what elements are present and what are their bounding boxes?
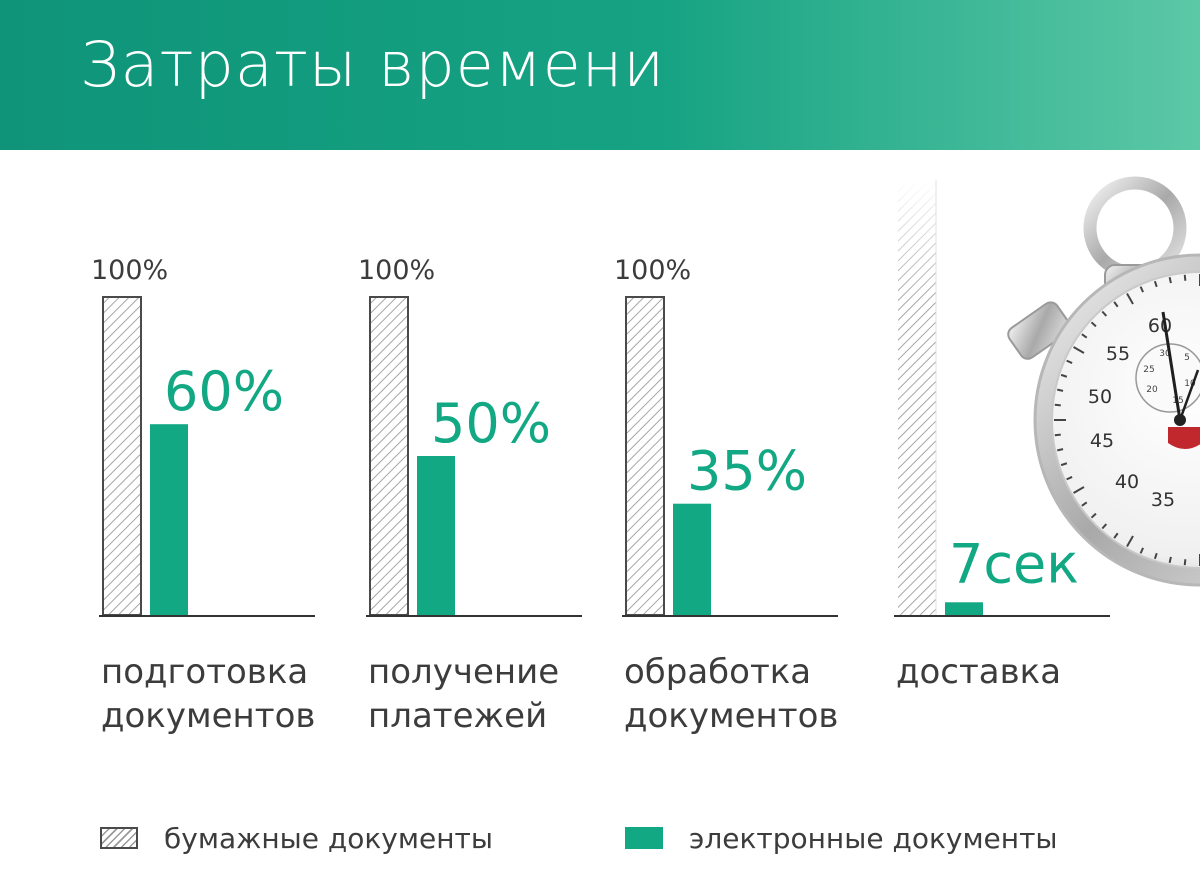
legend-item-electronic: электронные документы xyxy=(625,818,1058,858)
dial-tick xyxy=(1168,276,1172,284)
dial-tick xyxy=(1054,403,1061,407)
subdial-number: 10 xyxy=(1184,379,1196,389)
dial-tick xyxy=(1081,333,1088,339)
category-label: получение платежей xyxy=(368,650,559,738)
dial-tick xyxy=(1090,321,1097,328)
data-label-paper: 100% xyxy=(358,255,435,286)
dial-tick xyxy=(1073,486,1085,494)
dial-tick xyxy=(1101,310,1108,317)
dial-tick xyxy=(1113,301,1119,308)
category-label-line: платежей xyxy=(368,696,548,736)
dial-tick xyxy=(1153,280,1158,288)
dial-tick xyxy=(1113,532,1119,539)
dial-number: 50 xyxy=(1088,386,1112,408)
dial-tick xyxy=(1066,359,1073,364)
dial-tick xyxy=(1054,433,1061,437)
subdial-number: 5 xyxy=(1184,353,1190,363)
dial-number: 55 xyxy=(1106,343,1130,365)
dial-number: 60 xyxy=(1148,315,1172,337)
legend-swatch-paper xyxy=(100,827,138,849)
dial-tick xyxy=(1168,556,1172,564)
data-label-electronic: 60% xyxy=(164,360,284,423)
dial-tick xyxy=(1101,523,1108,530)
category-label-line: обработка xyxy=(624,652,812,692)
dial-number: 45 xyxy=(1090,430,1114,452)
data-label-electronic: 7сек xyxy=(949,532,1079,595)
dial-tick xyxy=(1090,512,1097,519)
legend-item-paper: бумажные документы xyxy=(100,818,493,858)
dial-number: 40 xyxy=(1115,471,1139,493)
dial-tick xyxy=(1066,476,1073,481)
dial-tick xyxy=(1126,293,1134,305)
subdial-number: 20 xyxy=(1146,385,1158,395)
bar-electronic xyxy=(150,424,188,615)
data-label-paper: 100% xyxy=(614,255,691,286)
legend-label-paper: бумажные документы xyxy=(164,821,493,855)
page-header: Затраты времени xyxy=(0,0,1200,150)
category-label-line: получение xyxy=(368,652,560,692)
data-label-electronic: 50% xyxy=(431,392,551,455)
bar-electronic xyxy=(417,456,455,615)
subdial-number: 30 xyxy=(1159,349,1171,359)
dial-number: 35 xyxy=(1151,489,1175,511)
bar-electronic xyxy=(945,602,983,615)
dial-tick xyxy=(1073,346,1085,354)
data-label-paper: 100% xyxy=(91,255,168,286)
data-label-electronic: 35% xyxy=(687,440,807,503)
bar-electronic xyxy=(673,503,711,615)
dial-tick xyxy=(1126,535,1134,547)
dial-tick xyxy=(1081,501,1088,507)
dial-tick xyxy=(1139,286,1144,293)
dial-tick xyxy=(1056,448,1064,452)
dial-tick xyxy=(1056,388,1064,392)
bar-paper-fade xyxy=(896,180,938,300)
category-label: доставка xyxy=(896,650,1061,694)
dial-tick xyxy=(1139,547,1144,554)
dial-tick xyxy=(1060,373,1068,378)
dial-tick xyxy=(1183,559,1187,566)
category-label: подготовка документов xyxy=(101,650,315,738)
category-label-line: документов xyxy=(101,696,316,736)
page-title: Затраты времени xyxy=(80,28,666,101)
legend-swatch-electronic xyxy=(625,827,663,849)
dial-tick xyxy=(1060,462,1068,467)
dial-tick xyxy=(1183,274,1187,281)
category-label-line: доставка xyxy=(896,652,1062,692)
subdial-number: 25 xyxy=(1143,365,1154,375)
category-label-line: подготовка xyxy=(101,652,309,692)
legend-label-electronic: электронные документы xyxy=(689,821,1058,855)
category-label-line: документов xyxy=(624,696,839,736)
category-label: обработка документов xyxy=(624,650,838,738)
dial-tick xyxy=(1153,552,1158,560)
